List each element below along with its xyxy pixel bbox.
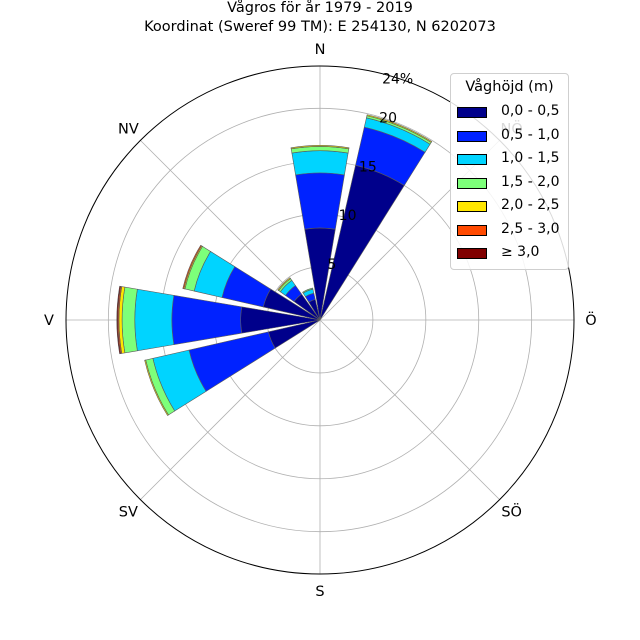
compass-label-2: Ö — [585, 311, 596, 329]
radial-tick-label: 5 — [327, 257, 336, 273]
sector-bar-270-bin-1 — [171, 295, 243, 345]
sector-bar-337.5-bin-3 — [302, 287, 314, 294]
legend-label: 0,0 - 0,5 — [501, 103, 560, 119]
sector-bar-0-bin-1 — [295, 172, 345, 230]
sector-bar-292.5-bin-5 — [182, 244, 203, 290]
legend-item: 0,5 - 1,0 — [457, 127, 567, 147]
grid-spoke — [319, 319, 500, 500]
legend-label: 1,0 - 1,5 — [501, 150, 560, 166]
rose-sectors — [116, 114, 433, 416]
legend-title: Våghöjd (m) — [465, 79, 554, 95]
compass-label-6: V — [44, 313, 54, 329]
legend-item: 1,0 - 1,5 — [457, 150, 567, 170]
legend-label: 2,0 - 2,5 — [501, 197, 560, 213]
legend-swatch — [457, 201, 487, 212]
sector-bar-0-bin-2 — [291, 150, 349, 176]
sector-bar-247.5-bin-1 — [188, 331, 276, 392]
legend-label: 1,5 - 2,0 — [501, 173, 560, 190]
outer-ring — [65, 65, 575, 575]
sector-bar-270-bin-2 — [134, 288, 175, 352]
legend-swatch — [457, 107, 487, 118]
compass-label-7: NV — [118, 121, 139, 137]
legend-item: ≥ 3,0 — [457, 244, 567, 264]
sector-bar-247.5-bin-4 — [144, 359, 169, 416]
legend-label: ≥ 3,0 — [501, 244, 540, 260]
legend-label: 2,5 - 3,0 — [501, 220, 560, 237]
legend-swatch — [457, 130, 487, 142]
radial-tick-label: 10 — [339, 208, 357, 224]
legend-item: 0,0 - 0,5 — [457, 103, 567, 123]
legend: Våghöjd (m) 0,0 - 0,5 0,5 - 1,0 1,0 - 1,5 1… — [450, 73, 569, 270]
radial-tick-label: 24% — [382, 71, 413, 87]
legend-swatch — [457, 177, 487, 189]
legend-swatch — [457, 154, 487, 165]
legend-swatch — [457, 224, 487, 236]
sector-bar-315-bin-4 — [277, 277, 291, 291]
radial-tick-labels: 5 10 15 20 24% — [327, 71, 413, 273]
compass-label-5: SV — [119, 505, 138, 521]
legend-item: 2,0 - 2,5 — [457, 197, 567, 217]
chart-subtitle: Koordinat (Sweref 99 TM): E 254130, N 62… — [144, 19, 496, 35]
legend-swatch — [457, 248, 487, 259]
compass-label-4: S — [315, 584, 324, 600]
legend-item: 1,5 - 2,0 — [457, 174, 567, 194]
sector-bar-270-bin-6 — [116, 285, 122, 355]
legend-item: 2,5 - 3,0 — [457, 221, 567, 241]
compass-label-0: N — [315, 42, 326, 58]
sector-bar-22.5-bin-4 — [366, 114, 433, 143]
radial-tick-label: 20 — [379, 110, 397, 126]
compass-label-3: SÖ — [501, 503, 522, 521]
radial-tick-label: 15 — [359, 159, 377, 175]
sector-bar-0-bin-4 — [290, 145, 350, 150]
chart-title: Vågros för år 1979 - 2019 — [227, 0, 413, 16]
legend-label: 0,5 - 1,0 — [501, 126, 560, 143]
grid-spoke — [140, 319, 321, 500]
